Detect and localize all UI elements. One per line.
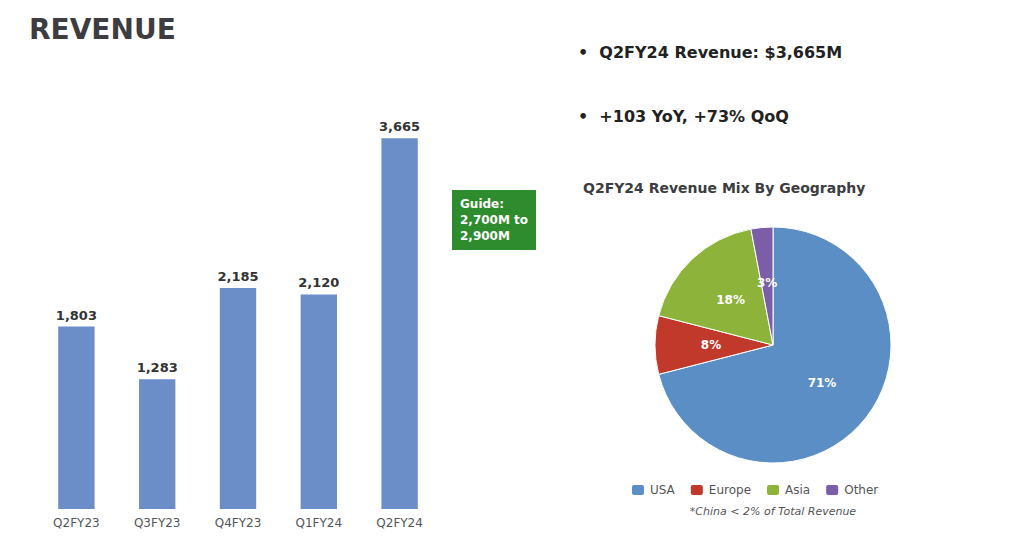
- svg-text:REVENUE: REVENUE: [29, 13, 176, 46]
- svg-text:Q1FY24: Q1FY24: [296, 516, 343, 530]
- svg-text:2,700M to: 2,700M to: [460, 213, 528, 227]
- svg-text:Q3FY23: Q3FY23: [134, 516, 181, 530]
- svg-text:1,803: 1,803: [56, 308, 97, 323]
- svg-text:Guide:: Guide:: [460, 197, 504, 211]
- svg-text:Q2FY23: Q2FY23: [53, 516, 100, 530]
- svg-text:Other: Other: [844, 483, 878, 497]
- svg-text:2,900M: 2,900M: [460, 229, 510, 243]
- svg-text:Asia: Asia: [785, 483, 810, 497]
- svg-text:Q2FY24: Q2FY24: [376, 516, 423, 530]
- svg-text:2,120: 2,120: [298, 275, 339, 290]
- svg-text:8%: 8%: [701, 338, 721, 352]
- svg-text:*China < 2% of Total Revenue: *China < 2% of Total Revenue: [690, 505, 857, 518]
- svg-text:2,185: 2,185: [217, 269, 258, 284]
- svg-text:1,283: 1,283: [137, 360, 178, 375]
- svg-text:Q4FY23: Q4FY23: [215, 516, 262, 530]
- svg-text:71%: 71%: [808, 376, 837, 390]
- svg-text:USA: USA: [650, 483, 676, 497]
- svg-text:Q2FY24 Revenue Mix By Geograph: Q2FY24 Revenue Mix By Geography: [583, 180, 865, 196]
- svg-text:• Q2FY24 Revenue: $3,665M: • Q2FY24 Revenue: $3,665M: [578, 43, 842, 62]
- svg-text:3,665: 3,665: [379, 119, 420, 134]
- svg-text:Europe: Europe: [709, 483, 751, 497]
- svg-text:3%: 3%: [757, 276, 777, 290]
- svg-text:18%: 18%: [716, 293, 745, 307]
- svg-text:• +103 YoY, +73% QoQ: • +103 YoY, +73% QoQ: [578, 107, 789, 126]
